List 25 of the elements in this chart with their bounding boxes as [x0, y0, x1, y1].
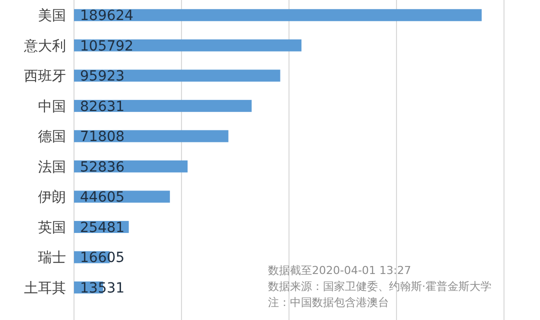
y-tick-label: 美国: [38, 8, 66, 24]
y-tick-label: 法国: [38, 159, 66, 176]
y-tick-label: 伊朗: [38, 190, 66, 206]
data-label: 25481: [80, 220, 125, 236]
data-label: 105792: [80, 38, 134, 54]
data-label: 52836: [80, 159, 125, 176]
y-tick-label: 德国: [38, 129, 66, 146]
y-tick-label: 土耳其: [24, 280, 66, 296]
data-label: 44605: [80, 190, 125, 206]
y-tick-label: 意大利: [23, 38, 66, 54]
annotation: 注：中国数据包含港澳台: [268, 296, 389, 309]
data-label: 82631: [80, 98, 125, 115]
annotation: 数据来源：国家卫健委、约翰斯·霍普金斯大学: [268, 280, 492, 293]
data-label: 71808: [80, 129, 125, 146]
bar: [74, 9, 482, 22]
bar: [74, 70, 280, 82]
y-tick-label: 中国: [38, 98, 66, 115]
bar: [74, 100, 252, 112]
data-label: 189624: [80, 8, 134, 24]
y-tick-label: 英国: [38, 220, 66, 236]
bar: [74, 39, 302, 52]
data-label: 95923: [80, 68, 125, 85]
y-tick-label: 西班牙: [24, 68, 66, 85]
y-tick-label: 瑞士: [38, 250, 66, 266]
annotation: 数据截至2020-04-01 13:27: [268, 264, 412, 277]
